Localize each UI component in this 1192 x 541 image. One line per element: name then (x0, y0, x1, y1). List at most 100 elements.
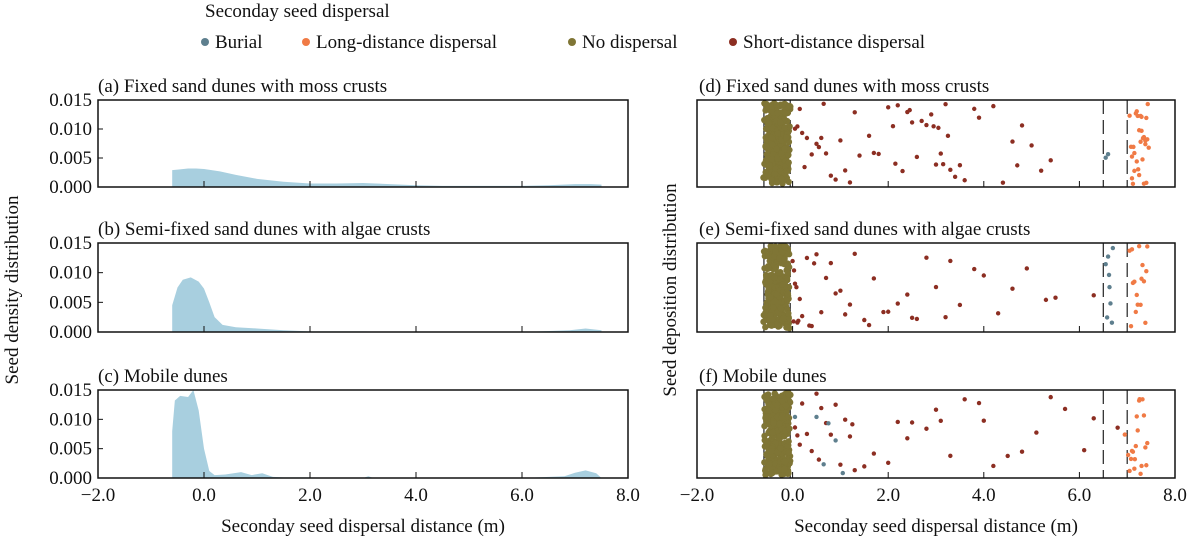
x-tick-label: 6.0 (1068, 485, 1092, 506)
legend-marker-no_dispersal (568, 38, 576, 46)
x-tick-label: 4.0 (404, 485, 428, 506)
point-no-dispersal (786, 425, 793, 432)
point-no-dispersal (774, 109, 781, 117)
point-short-distance (924, 122, 929, 128)
point-no-dispersal (776, 254, 783, 262)
point-short-distance (804, 255, 810, 261)
x-tick-label: 2.0 (298, 485, 322, 506)
point-no-dispersal (777, 305, 785, 312)
point-short-distance (895, 301, 900, 306)
point-long-distance (1139, 114, 1144, 120)
point-no-dispersal (785, 159, 792, 166)
point-no-dispersal (762, 414, 769, 422)
point-short-distance (909, 315, 915, 320)
point-long-distance (1133, 111, 1139, 116)
point-no-dispersal (785, 283, 793, 291)
point-short-distance (962, 397, 967, 402)
point-short-distance (1010, 139, 1015, 144)
x-tick-label: 8.0 (616, 485, 640, 506)
point-long-distance (1140, 136, 1146, 141)
point-short-distance (862, 317, 867, 323)
right-x-axis-label: Seconday seed dispersal distance (m) (794, 516, 1078, 537)
point-short-distance (828, 173, 834, 178)
point-no-dispersal (778, 414, 786, 421)
point-short-distance (914, 154, 920, 160)
point-no-dispersal (766, 461, 773, 468)
panel-f: (f) Mobile dunes −2.0 0.0 2.0 4.0 6.0 8.0 (680, 366, 1187, 506)
point-long-distance (1130, 449, 1136, 454)
point-short-distance (1062, 406, 1068, 412)
x-tick-label: 8.0 (1163, 485, 1187, 506)
point-short-distance (886, 460, 891, 465)
point-long-distance (1136, 243, 1142, 249)
point-no-dispersal (763, 100, 770, 108)
point-no-dispersal (765, 264, 772, 271)
y-tick-label: 0.000 (49, 322, 92, 343)
x-tick-label: 4.0 (972, 485, 996, 506)
point-no-dispersal (785, 469, 792, 477)
point-long-distance (1129, 154, 1135, 159)
legend-label-short_distance: Short-distance dispersal (743, 32, 925, 53)
point-short-distance (1015, 163, 1020, 168)
x-tick-label: 0.0 (781, 485, 805, 506)
point-no-dispersal (773, 413, 781, 421)
point-no-dispersal (784, 262, 792, 269)
point-no-dispersal (781, 458, 789, 465)
point-no-dispersal (786, 146, 793, 154)
point-burial (1104, 315, 1110, 320)
point-long-distance (1144, 268, 1149, 274)
point-burial (1105, 151, 1111, 157)
point-short-distance (962, 178, 967, 183)
point-short-distance (1005, 453, 1010, 459)
point-burial (792, 414, 798, 420)
x-tick-label: 6.0 (510, 485, 534, 506)
point-short-distance (1038, 168, 1044, 173)
point-long-distance (1132, 456, 1138, 462)
point-short-distance (976, 115, 982, 120)
point-short-distance (1010, 286, 1015, 291)
point-short-distance (991, 463, 996, 469)
panel-e: (e) Semi-fixed sand dunes with algae cru… (696, 219, 1176, 333)
point-short-distance (972, 266, 977, 272)
point-no-dispersal (768, 322, 775, 329)
point-short-distance (995, 311, 1001, 316)
point-long-distance (1132, 466, 1137, 471)
point-no-dispersal (769, 395, 777, 403)
panel-frame (696, 242, 1176, 333)
point-short-distance (833, 291, 838, 296)
point-short-distance (797, 296, 802, 302)
point-short-distance (816, 144, 822, 150)
point-short-distance (871, 150, 877, 156)
panel-title: (c) Mobile dunes (98, 366, 228, 387)
point-no-dispersal (770, 420, 777, 427)
point-short-distance (794, 284, 799, 290)
point-no-dispersal (773, 291, 781, 298)
point-no-dispersal (762, 143, 770, 150)
point-no-dispersal (781, 255, 788, 263)
point-short-distance (933, 407, 939, 412)
legend-label-no_dispersal: No dispersal (582, 32, 678, 53)
point-short-distance (948, 258, 953, 264)
point-short-distance (1048, 394, 1053, 400)
point-long-distance (1122, 432, 1128, 437)
point-long-distance (1143, 141, 1148, 147)
point-short-distance (895, 103, 900, 108)
point-no-dispersal (767, 134, 775, 141)
point-short-distance (850, 422, 855, 427)
point-short-distance (802, 164, 807, 170)
point-short-distance (1000, 180, 1006, 185)
point-no-dispersal (785, 151, 792, 159)
point-short-distance (862, 464, 867, 469)
point-no-dispersal (785, 310, 792, 317)
y-tick-label: 0.015 (49, 233, 92, 254)
point-no-dispersal (774, 130, 781, 137)
point-no-dispersal (767, 311, 774, 319)
panel-frame (696, 389, 1176, 479)
point-burial (814, 414, 819, 420)
point-short-distance (847, 180, 853, 185)
point-no-dispersal (773, 145, 780, 153)
y-tick-label: 0.005 (49, 439, 92, 460)
point-short-distance (797, 106, 802, 112)
point-short-distance (957, 302, 963, 308)
point-short-distance (792, 425, 798, 430)
